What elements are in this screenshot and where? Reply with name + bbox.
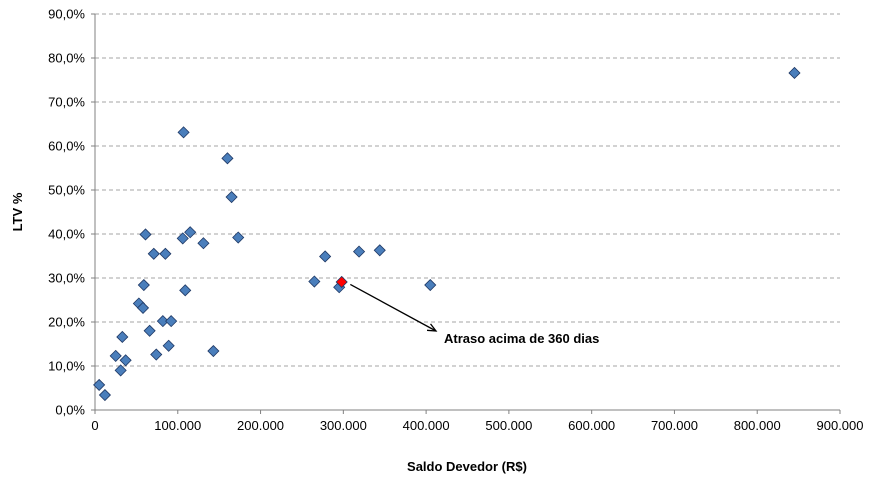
data-point <box>177 126 190 139</box>
x-tick-label: 800.000 <box>734 418 781 433</box>
data-point <box>176 232 189 245</box>
data-point <box>116 330 129 344</box>
data-point <box>373 244 386 257</box>
x-tick-label: 700.000 <box>651 418 698 433</box>
data-point <box>352 245 366 258</box>
y-tick-label: 40,0% <box>48 227 85 242</box>
axes <box>94 14 840 411</box>
annotation: Atraso acima de 360 dias <box>350 283 599 346</box>
data-point <box>156 315 169 328</box>
data-point <box>98 388 111 402</box>
data-point <box>93 378 106 391</box>
data-point <box>147 247 160 260</box>
data-point <box>109 349 122 362</box>
x-tick-label: 400.000 <box>403 418 450 433</box>
data-point <box>207 344 220 358</box>
y-tick-label: 60,0% <box>48 139 85 154</box>
data-point <box>165 315 178 328</box>
data-point <box>184 226 197 239</box>
data-point <box>424 278 437 292</box>
annotation-arrowhead <box>426 323 438 332</box>
y-tick-label: 20,0% <box>48 315 85 330</box>
data-point <box>119 354 132 367</box>
highlighted-data-point <box>335 275 348 289</box>
data-point <box>788 66 801 80</box>
y-tick-label: 10,0% <box>48 359 85 374</box>
y-tick-label: 50,0% <box>48 183 85 198</box>
y-tick-label: 30,0% <box>48 271 85 286</box>
annotation-label: Atraso acima de 360 dias <box>444 331 599 346</box>
x-tick-label: 500.000 <box>485 418 532 433</box>
data-point <box>137 278 150 292</box>
data-point <box>225 190 238 204</box>
data-point <box>197 237 210 250</box>
data-point <box>179 284 192 297</box>
x-tick-label: 0 <box>91 418 98 433</box>
data-point <box>162 339 175 352</box>
data-point <box>143 324 156 337</box>
annotation-arrow <box>350 283 437 332</box>
data-point <box>308 275 321 288</box>
y-tick-labels: 0,0% 10,0% 20,0% 30,0% 40,0% 50,0% 60,0% 70,0% 8… <box>48 7 85 418</box>
y-tick-label: 80,0% <box>48 51 85 66</box>
data-point <box>150 348 163 361</box>
y-tick-label: 90,0% <box>48 7 85 22</box>
y-tick-label: 70,0% <box>48 95 85 110</box>
x-tick-label: 900.000 <box>817 418 864 433</box>
y-axis-title: LTV % <box>10 192 25 231</box>
x-axis-title: Saldo Devedor (R$) <box>407 459 527 474</box>
data-point <box>136 301 150 314</box>
x-tick-label: 100.000 <box>154 418 201 433</box>
data-point <box>221 152 234 165</box>
x-tick-label: 600.000 <box>568 418 615 433</box>
data-point <box>139 228 152 241</box>
gridlines <box>91 13 841 414</box>
data-point <box>159 247 172 260</box>
data-point <box>232 231 245 244</box>
data-point <box>319 250 332 263</box>
x-tick-label: 200.000 <box>237 418 284 433</box>
data-point <box>114 364 127 377</box>
data-points <box>93 66 801 402</box>
x-tick-labels: 0 100.000 200.000 300.000 400.000 500.000 600.… <box>91 418 863 433</box>
y-tick-label: 0,0% <box>55 403 85 418</box>
x-tick-label: 300.000 <box>320 418 367 433</box>
